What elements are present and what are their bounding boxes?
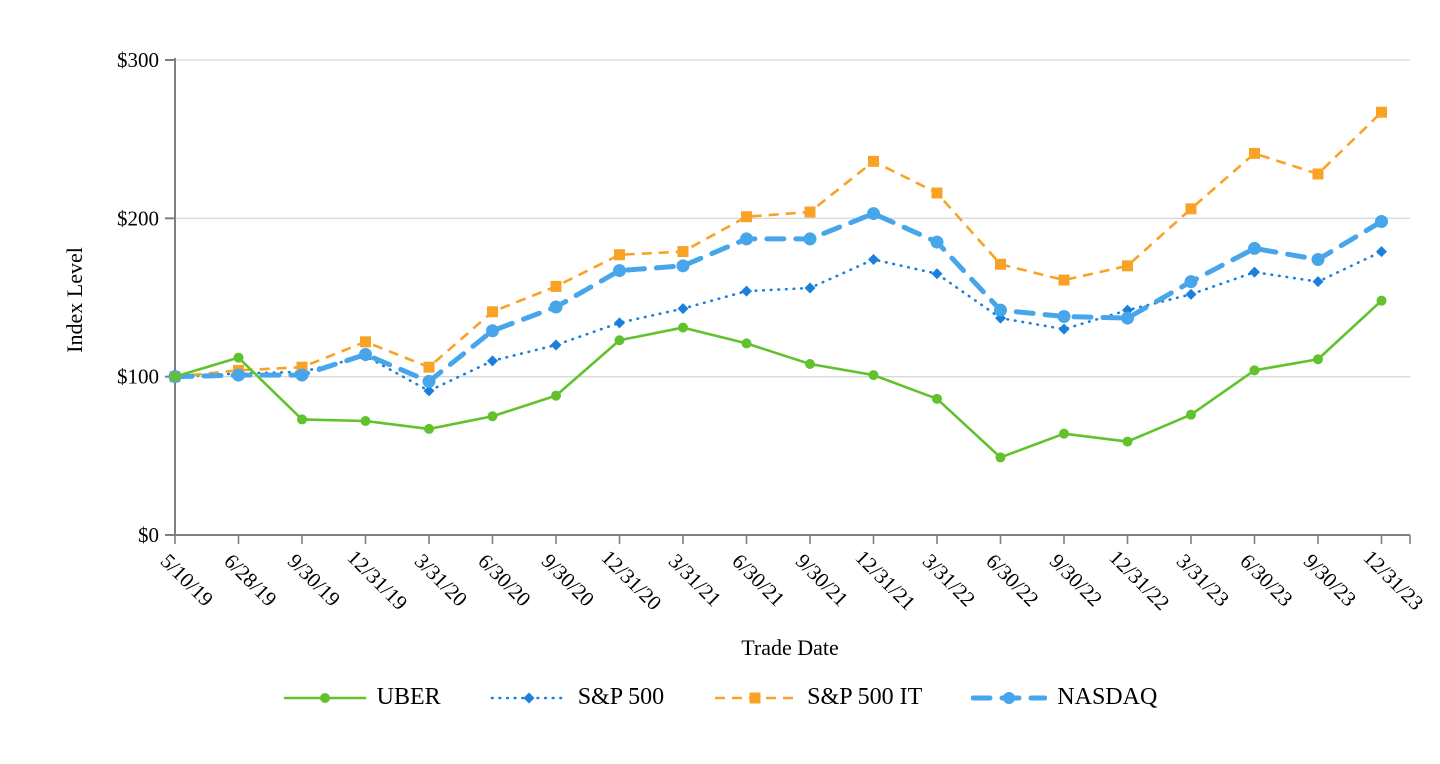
legend-label-sp500: S&P 500 xyxy=(577,684,665,710)
sp500-line-sample-icon xyxy=(490,692,567,703)
svg-text:$200: $200 xyxy=(117,206,159,230)
svg-text:3/31/20: 3/31/20 xyxy=(410,549,472,611)
y-axis-title: Index Level xyxy=(62,247,87,353)
svg-text:12/31/21: 12/31/21 xyxy=(851,545,921,615)
x-axis-title: Trade Date xyxy=(741,635,839,660)
svg-text:12/31/22: 12/31/22 xyxy=(1105,545,1175,615)
svg-text:$100: $100 xyxy=(117,365,159,389)
svg-text:6/30/20: 6/30/20 xyxy=(473,549,535,611)
svg-text:3/31/22: 3/31/22 xyxy=(918,549,980,611)
svg-text:6/30/22: 6/30/22 xyxy=(981,549,1043,611)
svg-text:9/30/23: 9/30/23 xyxy=(1299,549,1361,611)
legend-item-sp500: S&P 500 xyxy=(490,684,664,711)
sp500it-line-sample-icon xyxy=(715,692,796,703)
legend-label-uber: UBER xyxy=(376,684,441,710)
svg-text:12/31/20: 12/31/20 xyxy=(597,545,667,615)
legend-item-nasdaq: NASDAQ xyxy=(971,684,1157,711)
svg-text:3/31/21: 3/31/21 xyxy=(664,549,726,611)
svg-text:9/30/21: 9/30/21 xyxy=(791,549,853,611)
svg-text:9/30/22: 9/30/22 xyxy=(1045,549,1107,611)
legend-item-sp500it: S&P 500 IT xyxy=(713,684,922,711)
legend: UBER S&P 500 S&P 500 IT NASDAQ xyxy=(0,684,1440,711)
svg-text:5/10/19: 5/10/19 xyxy=(156,549,218,611)
svg-text:9/30/19: 9/30/19 xyxy=(283,549,345,611)
uber-line-sample-icon xyxy=(283,692,366,703)
svg-text:6/30/21: 6/30/21 xyxy=(727,549,789,611)
legend-label-nasdaq: NASDAQ xyxy=(1057,684,1158,710)
svg-text:6/30/23: 6/30/23 xyxy=(1235,549,1297,611)
svg-text:6/28/19: 6/28/19 xyxy=(219,549,281,611)
svg-text:$0: $0 xyxy=(138,523,159,547)
svg-text:12/31/23: 12/31/23 xyxy=(1359,545,1429,615)
legend-label-sp500it: S&P 500 IT xyxy=(807,684,923,710)
svg-text:$300: $300 xyxy=(117,48,159,72)
legend-item-uber: UBER xyxy=(283,684,441,711)
svg-text:3/31/23: 3/31/23 xyxy=(1172,549,1234,611)
svg-text:9/30/20: 9/30/20 xyxy=(537,549,599,611)
nasdaq-line-sample-icon xyxy=(971,691,1048,704)
svg-text:12/31/19: 12/31/19 xyxy=(343,545,413,615)
